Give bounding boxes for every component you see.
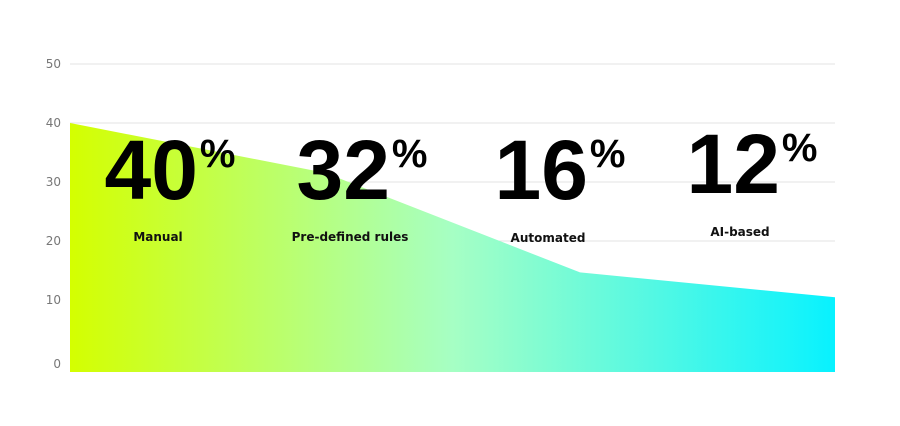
y-tick-label: 20	[46, 234, 61, 248]
area-series	[70, 123, 835, 372]
y-tick-label: 10	[46, 293, 61, 307]
value-number: 16	[494, 123, 588, 217]
percent-sign: %	[589, 132, 626, 176]
y-tick-label: 50	[46, 57, 61, 71]
value-label: 12%	[686, 122, 817, 206]
category-label: Automated	[510, 231, 586, 245]
category-label: Manual	[133, 230, 183, 244]
value-number: 32	[296, 123, 390, 217]
value-label: 16%	[494, 128, 625, 212]
percent-sign: %	[781, 126, 818, 170]
value-label: 40%	[104, 128, 235, 212]
y-tick-label: 0	[53, 357, 61, 371]
value-number: 40	[104, 123, 198, 217]
percent-sign: %	[391, 132, 428, 176]
y-tick-label: 40	[46, 116, 61, 130]
value-label: 32%	[296, 128, 427, 212]
category-label: Pre-defined rules	[291, 230, 409, 244]
category-label: AI-based	[710, 225, 770, 239]
value-number: 12	[686, 117, 780, 211]
y-tick-label: 30	[46, 175, 61, 189]
percent-sign: %	[199, 132, 236, 176]
